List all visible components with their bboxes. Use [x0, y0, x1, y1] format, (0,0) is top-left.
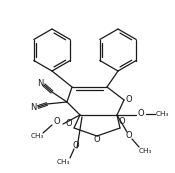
Text: CH₃: CH₃ [56, 159, 70, 165]
Text: O: O [138, 110, 144, 119]
Text: O: O [126, 94, 132, 103]
Text: O: O [66, 120, 72, 129]
Text: CH₃: CH₃ [155, 111, 169, 117]
Text: O: O [119, 117, 125, 126]
Text: O: O [94, 135, 100, 144]
Text: N: N [30, 102, 36, 112]
Text: O: O [54, 117, 60, 126]
Text: O: O [73, 140, 79, 149]
Text: N: N [37, 79, 43, 88]
Text: CH₃: CH₃ [138, 148, 152, 154]
Text: CH₃: CH₃ [30, 133, 44, 139]
Text: O: O [126, 131, 132, 140]
